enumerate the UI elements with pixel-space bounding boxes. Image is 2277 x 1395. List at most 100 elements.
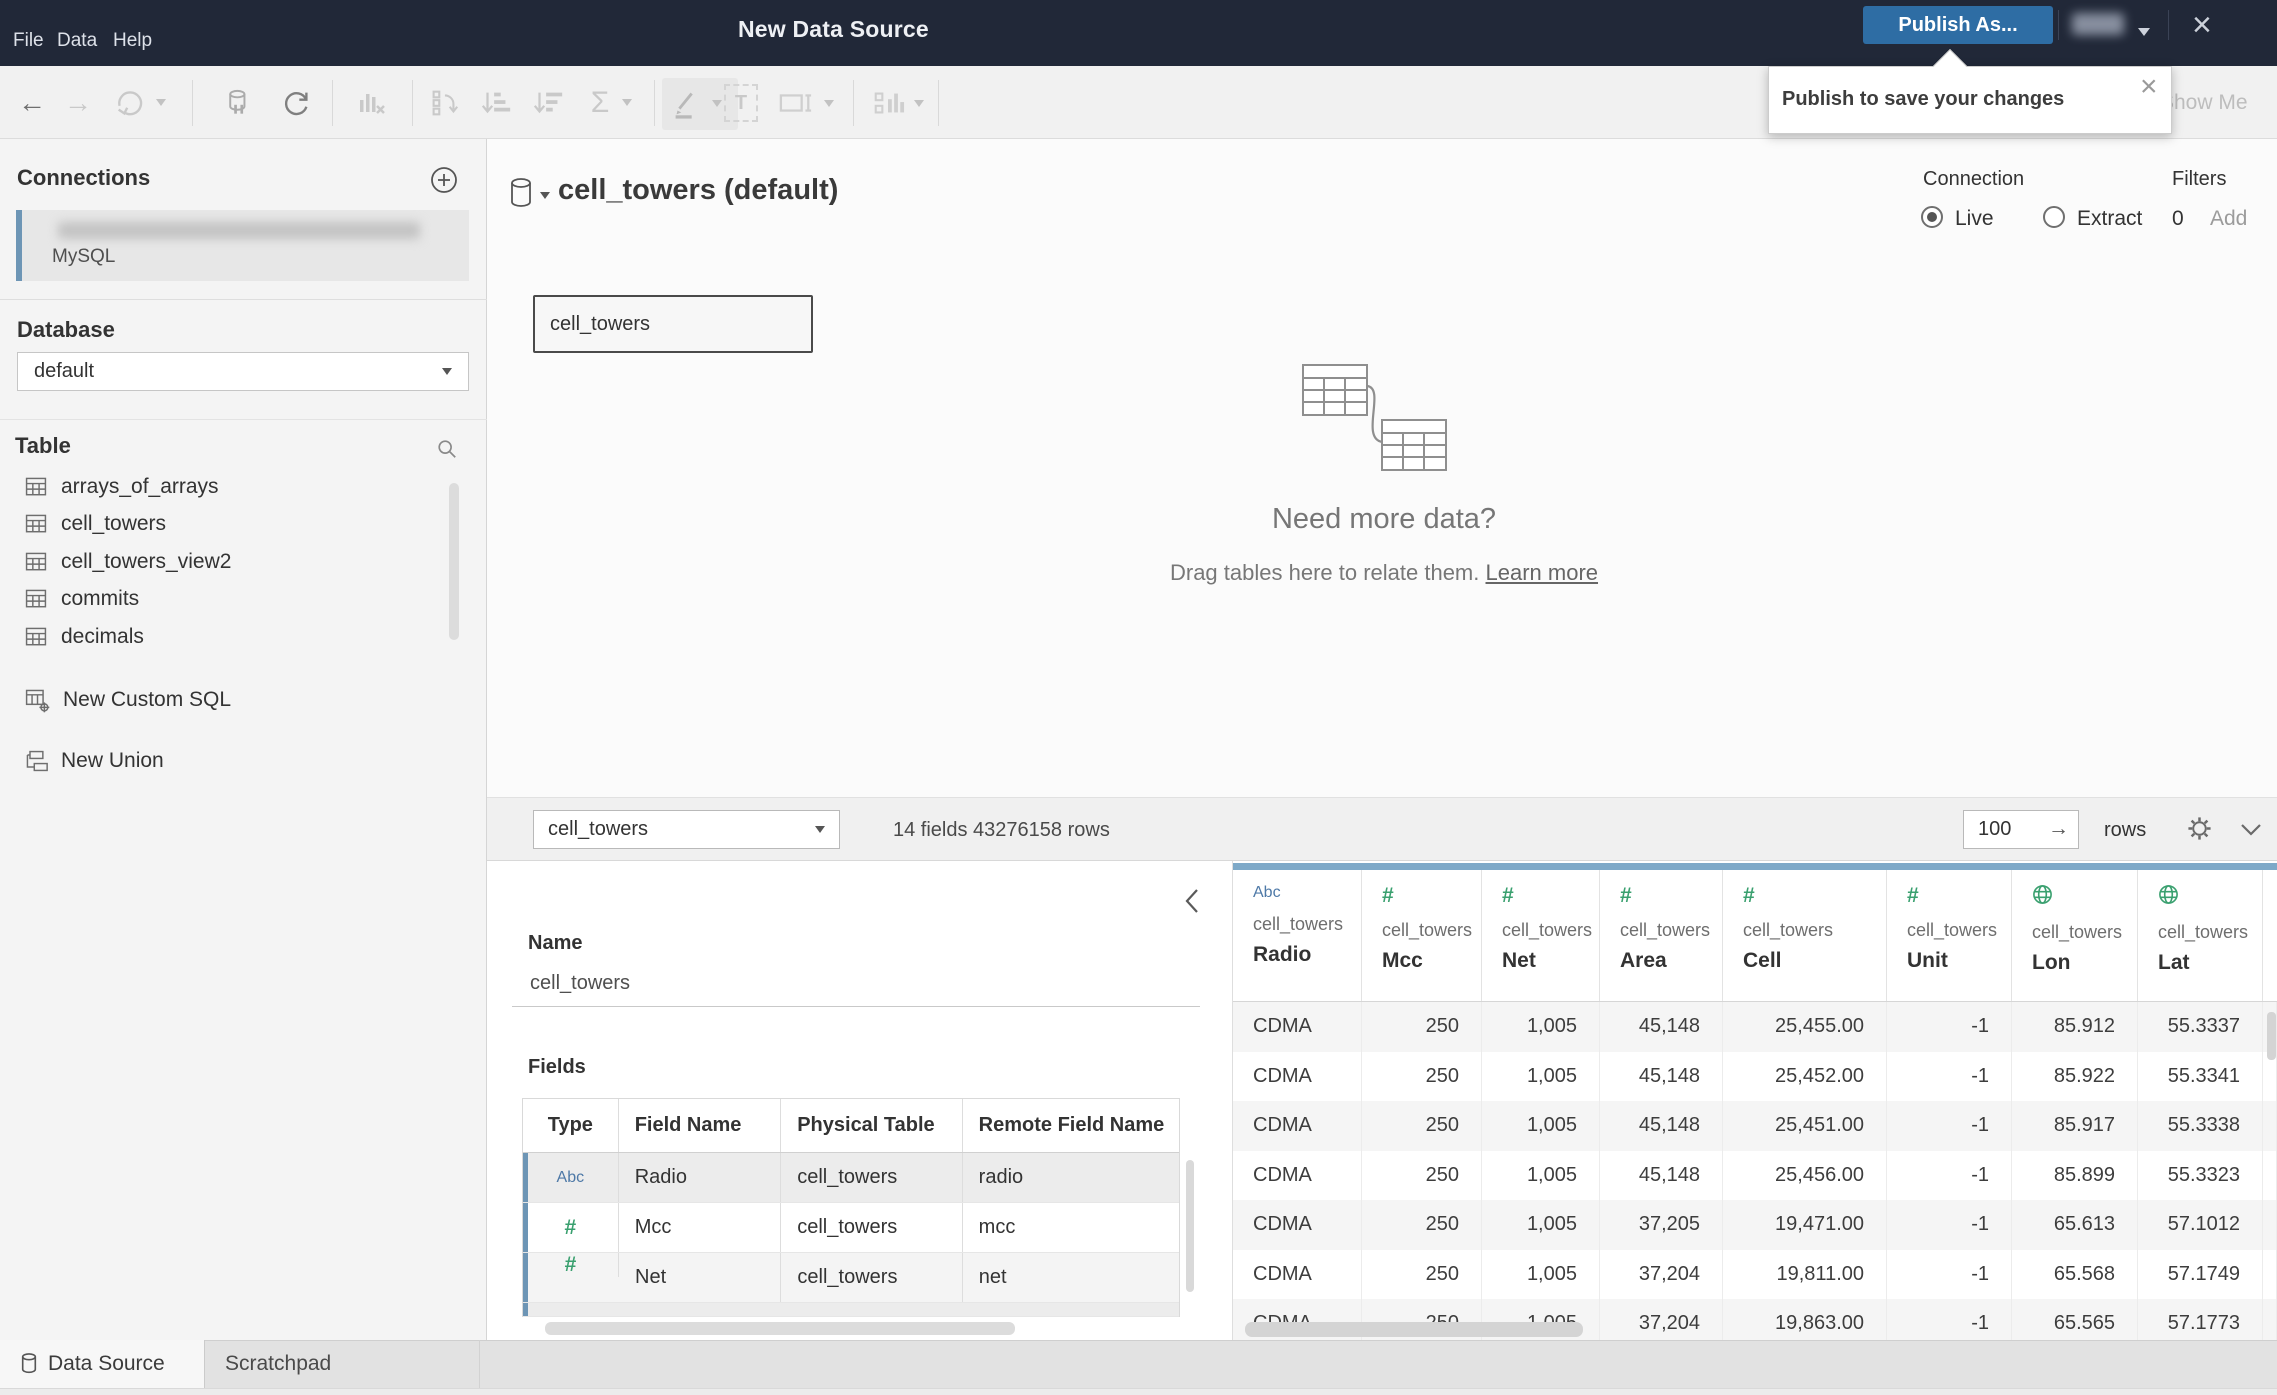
canvas-table-card-cell-towers[interactable]: cell_towers (533, 295, 813, 353)
table-item-label: cell_towers (61, 512, 167, 535)
highlight-caret-icon[interactable] (712, 100, 722, 107)
add-connection-icon[interactable] (430, 166, 458, 199)
totals-caret-icon[interactable] (622, 99, 632, 106)
window-close-icon[interactable]: × (2192, 6, 2212, 44)
cell-area: 45,148 (1600, 1051, 1723, 1101)
table-search-icon[interactable] (436, 438, 458, 465)
grid-header-radio[interactable]: Abc cell_towers Radio (1233, 870, 1362, 1001)
cell-lat: 55.3323 (2138, 1150, 2263, 1200)
radio-live[interactable] (1921, 206, 1943, 228)
tab-scratchpad[interactable]: Scratchpad (205, 1340, 480, 1388)
refresh-icon[interactable] (276, 81, 316, 125)
redo-caret-icon[interactable] (156, 99, 166, 106)
show-mark-labels-icon[interactable] (866, 81, 910, 125)
tab-data-source-label: Data Source (48, 1352, 165, 1375)
row-accent-bar (523, 1303, 528, 1316)
grid-scrollbar-vertical-thumb[interactable] (2267, 1012, 2276, 1060)
sort-descending-icon[interactable] (528, 81, 568, 125)
radio-extract-label[interactable]: Extract (2077, 207, 2143, 230)
cell-net: 1,005 (1482, 1150, 1600, 1200)
grid-header-unit[interactable]: # cell_towers Unit (1887, 870, 2012, 1001)
filters-add-link[interactable]: Add (2210, 207, 2248, 230)
preview-table-select[interactable]: cell_towers (533, 810, 840, 849)
redo-icon[interactable] (108, 81, 152, 125)
apply-row-limit-arrow-icon[interactable]: → (2048, 817, 2069, 840)
sort-ascending-icon[interactable] (476, 81, 516, 125)
menu-help[interactable]: Help (113, 30, 153, 51)
fields-rows-summary: 14 fields 43276158 rows (893, 819, 1110, 841)
grid-row: CDMA 250 1,005 37,205 19,471.00 -1 65.61… (1233, 1200, 2277, 1250)
name-value[interactable]: cell_towers (530, 972, 631, 994)
sidebar-item-cell-towers[interactable]: cell_towers (24, 507, 454, 541)
sidebar-item-decimals[interactable]: decimals (24, 620, 454, 654)
string-type-icon: Abc (556, 1168, 585, 1186)
back-icon[interactable]: ← (18, 87, 46, 118)
totals-sigma-icon[interactable]: Σ (590, 86, 610, 119)
grid-header-mcc[interactable]: # cell_towers Mcc (1362, 870, 1482, 1001)
connection-accent-bar (16, 210, 22, 281)
fields-col-type: Type (523, 1099, 619, 1152)
sidebar-item-arrays-of-arrays[interactable]: arrays_of_arrays (24, 470, 454, 504)
radio-extract[interactable] (2043, 206, 2065, 228)
grid-header-area[interactable]: # cell_towers Area (1600, 870, 1723, 1001)
grid-header-table-caption: cell_towers (1502, 920, 1593, 940)
toolbar-divider (853, 80, 854, 126)
cell-lon: 65.613 (2012, 1200, 2138, 1250)
filters-section-label: Filters (2172, 168, 2227, 190)
new-union-button[interactable]: New Union (24, 744, 454, 778)
highlight-pen-icon[interactable] (666, 81, 706, 125)
table-item-label: decimals (61, 625, 144, 648)
cell-mcc: 250 (1362, 1002, 1482, 1052)
text-tool-icon[interactable]: T (724, 84, 758, 122)
sidebar-scrollbar-thumb[interactable] (449, 483, 459, 640)
radio-live-label[interactable]: Live (1955, 207, 1994, 230)
forward-icon[interactable]: → (64, 87, 92, 118)
cell-overflow (2263, 1299, 2277, 1340)
sidebar-item-commits[interactable]: commits (24, 582, 454, 616)
cell-lat: 57.1749 (2138, 1249, 2263, 1299)
new-custom-sql-button[interactable]: New Custom SQL (24, 683, 454, 717)
tab-data-source[interactable]: Data Source (0, 1340, 205, 1388)
clear-sheet-icon[interactable] (350, 81, 390, 125)
rows-label: rows (2104, 819, 2147, 841)
table-item-label: arrays_of_arrays (61, 475, 219, 498)
show-me-button[interactable]: Show Me (2160, 91, 2248, 114)
user-account-badge[interactable] (2072, 13, 2124, 35)
table-section-title: Table (15, 433, 71, 458)
user-menu-caret-icon[interactable] (2138, 28, 2150, 36)
learn-more-link[interactable]: Learn more (1485, 560, 1599, 585)
menu-data[interactable]: Data (57, 30, 98, 51)
grid-header-net[interactable]: # cell_towers Net (1482, 870, 1600, 1001)
connection-list-item[interactable] (16, 210, 469, 281)
preview-collapse-chevron-icon[interactable] (2240, 823, 2262, 842)
preview-table-select-value: cell_towers (548, 818, 649, 840)
grid-scrollbar-horizontal-thumb[interactable] (1245, 1322, 1583, 1337)
show-mark-labels-caret-icon[interactable] (914, 100, 924, 107)
data-source-cylinder-icon[interactable] (508, 176, 534, 217)
data-source-caret-icon[interactable] (540, 192, 550, 199)
database-select[interactable]: default (17, 352, 469, 391)
field-row-radio[interactable]: Abc Radio cell_towers radio (523, 1153, 1179, 1203)
preview-settings-gear-icon[interactable] (2186, 815, 2213, 847)
pause-auto-updates-icon[interactable] (220, 81, 260, 125)
preview-table-select-caret-icon (815, 826, 825, 833)
topbar-divider (2058, 10, 2059, 40)
fields-scrollbar-horizontal-thumb[interactable] (545, 1322, 1015, 1335)
cell-radio: CDMA (1233, 1200, 1362, 1250)
row-limit-input[interactable] (1963, 810, 2079, 849)
remote-field-cell: mcc (978, 1216, 1016, 1238)
publish-as-button[interactable]: Publish As... (1863, 6, 2053, 44)
grid-header-lon[interactable]: cell_towers Lon (2012, 870, 2138, 1001)
fields-scrollbar-vertical-thumb[interactable] (1186, 1160, 1194, 1292)
publish-tooltip-close-icon[interactable]: × (2140, 70, 2158, 103)
collapse-panel-chevron-icon[interactable] (1184, 888, 1200, 919)
fit-caret-icon[interactable] (824, 100, 834, 107)
fit-width-icon[interactable] (772, 81, 820, 125)
field-row-net[interactable]: # Net cell_towers net (523, 1253, 1179, 1303)
menu-file[interactable]: File (13, 30, 44, 51)
field-row-mcc[interactable]: # Mcc cell_towers mcc (523, 1203, 1179, 1253)
sidebar-item-cell-towers-view2[interactable]: cell_towers_view2 (24, 545, 454, 579)
swap-rows-columns-icon[interactable] (424, 81, 464, 125)
grid-header-cell[interactable]: # cell_towers Cell (1723, 870, 1887, 1001)
grid-header-lat[interactable]: cell_towers Lat (2138, 870, 2263, 1001)
